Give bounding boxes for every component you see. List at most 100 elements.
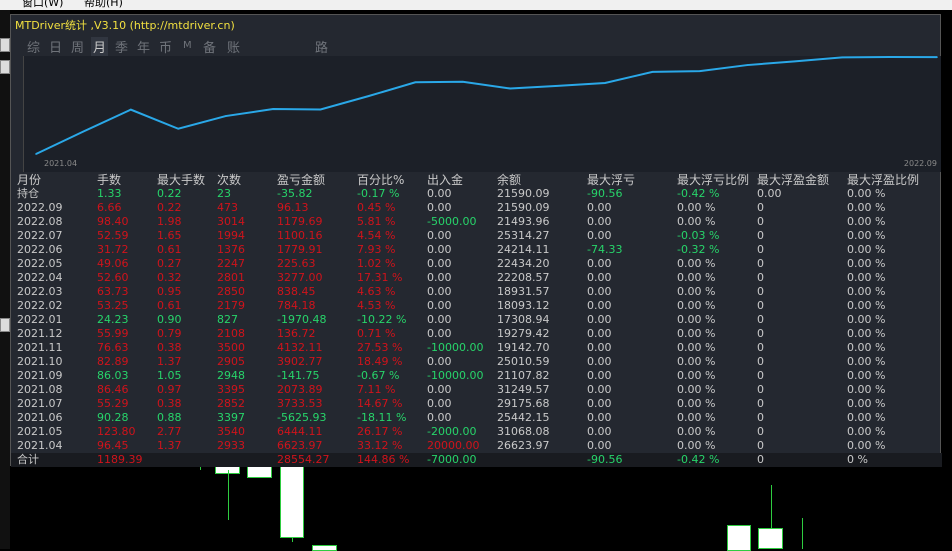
- tab-1[interactable]: 日: [49, 41, 63, 56]
- tab-5[interactable]: 年: [137, 41, 151, 56]
- cell-col-5: 17.31 %: [357, 271, 403, 284]
- cell-col-4: 784.18: [277, 299, 316, 312]
- candle-wick: [228, 470, 229, 520]
- cell-col-2: 0.38: [157, 341, 182, 354]
- tab-8[interactable]: 备: [203, 41, 217, 56]
- cell-col-5: 5.81 %: [357, 215, 396, 228]
- cell-col-0: 2021.09: [17, 369, 63, 382]
- cell-col-4: -5625.93: [277, 411, 327, 424]
- menu-window[interactable]: 窗口(W): [22, 0, 64, 9]
- cell-col-4: 6623.97: [277, 439, 323, 452]
- cell-col-7: 21590.09: [497, 187, 550, 200]
- cell-col-7: 31068.08: [497, 425, 550, 438]
- cell-col-7: 21590.09: [497, 201, 550, 214]
- cell-col-8: -74.33: [587, 243, 623, 256]
- table-row: 2021.10 82.89 1.37 2905 3902.77 18.49 % 0.00 25…: [11, 355, 942, 369]
- cell-col-4: 3902.77: [277, 355, 323, 368]
- cell-col-1: 98.40: [97, 215, 129, 228]
- cell-col-9: 0.00 %: [677, 369, 716, 382]
- cell-col-10: 0: [757, 201, 764, 214]
- cell-col-2: 2.77: [157, 425, 182, 438]
- cell-col-8: 0.00: [587, 299, 612, 312]
- cell-col-9: 最大浮亏比例: [677, 173, 750, 187]
- cell-col-11: 0.00 %: [847, 341, 886, 354]
- candle-wick: [802, 518, 803, 549]
- cell-col-4: 4132.11: [277, 341, 323, 354]
- candle-body: [758, 528, 783, 549]
- cell-col-0: 月份: [17, 173, 42, 187]
- cell-col-7: 31249.57: [497, 383, 550, 396]
- tab-3[interactable]: 月: [91, 37, 109, 56]
- cell-col-11: 0.00 %: [847, 355, 886, 368]
- cell-col-10: 0: [757, 327, 764, 340]
- cell-col-3: 2850: [217, 285, 245, 298]
- cell-col-0: 2022.06: [17, 243, 63, 256]
- cell-col-0: 2022.03: [17, 285, 63, 298]
- cell-col-11: 0.00 %: [847, 327, 886, 340]
- data-point: [841, 56, 843, 59]
- tab-2[interactable]: 周: [71, 41, 85, 56]
- cell-col-5: 4.63 %: [357, 285, 396, 298]
- left-toolbar: [0, 10, 10, 549]
- cell-col-2: 0.61: [157, 299, 182, 312]
- cell-col-3: 2905: [217, 355, 245, 368]
- cell-col-8: 0.00: [587, 257, 612, 270]
- cell-col-8: 最大浮亏: [587, 173, 636, 187]
- cell-col-8: -90.56: [587, 187, 623, 200]
- cell-col-4: 136.72: [277, 327, 316, 340]
- cell-col-9: 0.00 %: [677, 397, 716, 410]
- data-point: [888, 56, 891, 58]
- x-axis-end-label: 2022.09: [903, 159, 937, 168]
- cell-col-6: -5000.00: [427, 215, 477, 228]
- equity-chart: 2021.04 2022.09: [23, 55, 941, 172]
- cell-col-4: -1970.48: [277, 313, 327, 326]
- cell-col-3: 3395: [217, 383, 245, 396]
- cell-col-9: -0.42 %: [677, 453, 720, 466]
- tab-0[interactable]: 综: [27, 41, 41, 56]
- cell-col-11: 0.00 %: [847, 313, 886, 326]
- tab-7[interactable]: M: [183, 40, 192, 51]
- cell-col-0: 持仓: [17, 187, 39, 200]
- data-point: [130, 108, 132, 111]
- side-button[interactable]: [0, 38, 10, 52]
- cell-col-3: 2933: [217, 439, 245, 452]
- menu-help[interactable]: 帮助(H): [84, 0, 123, 9]
- cell-col-4: 1100.16: [277, 229, 323, 242]
- cell-col-6: 0.00: [427, 327, 452, 340]
- cell-col-5: 7.11 %: [357, 383, 396, 396]
- cell-col-11: 0.00 %: [847, 201, 886, 214]
- cell-col-0: 2022.07: [17, 229, 63, 242]
- cell-col-3: 1376: [217, 243, 245, 256]
- cell-col-2: 1.98: [157, 215, 182, 228]
- cell-col-3: 3500: [217, 341, 245, 354]
- tab-6[interactable]: 币: [159, 41, 173, 56]
- cell-col-2: 0.38: [157, 397, 182, 410]
- cell-col-9: 0.00 %: [677, 271, 716, 284]
- side-button[interactable]: [0, 60, 10, 74]
- table-header: 月份 手数 最大手数 次数 盈亏金额 百分比% 出入金 余额 最大浮亏 最大浮亏比例 最大浮盈金额 最…: [11, 173, 942, 187]
- cell-col-2: 0.95: [157, 285, 182, 298]
- cell-col-1: 63.73: [97, 285, 129, 298]
- table-row: 2022.05 49.06 0.27 2247 225.63 1.02 % 0.00 2243…: [11, 257, 942, 271]
- cell-col-5: 百分比%: [357, 173, 405, 187]
- tab-4[interactable]: 季: [115, 41, 129, 56]
- table-row: 2021.12 55.99 0.79 2108 136.72 0.71 % 0.00 1927…: [11, 327, 942, 341]
- cell-col-5: 14.67 %: [357, 397, 403, 410]
- cell-col-4: 1779.91: [277, 243, 323, 256]
- cell-col-10: 0: [757, 369, 764, 382]
- cell-col-6: -10000.00: [427, 341, 484, 354]
- cell-col-10: 0: [757, 397, 764, 410]
- cell-col-8: 0.00: [587, 383, 612, 396]
- cell-col-3: 473: [217, 201, 238, 214]
- table-row: 2022.04 52.60 0.32 2801 3277.00 17.31 % 0.00 22…: [11, 271, 942, 285]
- cell-col-11: 0 %: [847, 453, 868, 466]
- cell-col-6: 0.00: [427, 411, 452, 424]
- cell-col-11: 0.00 %: [847, 383, 886, 396]
- cell-col-10: 0: [757, 411, 764, 424]
- cell-col-1: 49.06: [97, 257, 129, 270]
- candle-wick: [771, 485, 772, 549]
- cell-col-2: 0.88: [157, 411, 182, 424]
- side-button[interactable]: [0, 318, 10, 332]
- cell-col-3: 2108: [217, 327, 245, 340]
- table-row: 2022.09 6.66 0.22 473 96.13 0.45 % 0.00 21590.0…: [11, 201, 942, 215]
